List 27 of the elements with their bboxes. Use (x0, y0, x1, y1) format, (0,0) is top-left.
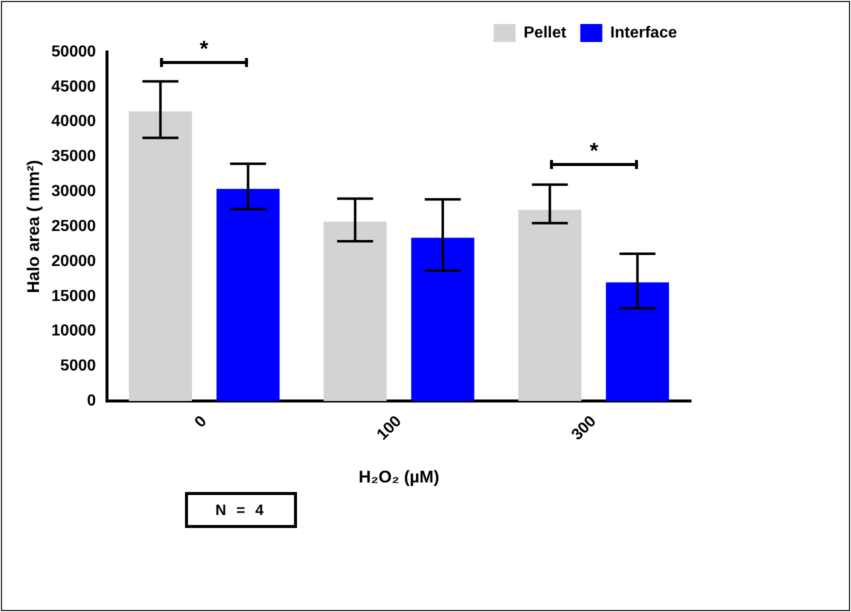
y-tick-label: 45000 (51, 78, 96, 96)
bar (128, 111, 192, 402)
y-tick-label: 25000 (51, 218, 96, 235)
y-tick-label: 30000 (51, 183, 96, 200)
bar (606, 282, 669, 402)
legend-label: Pellet (524, 24, 567, 42)
annotation: * (588, 138, 600, 164)
y-tick-label: 0 (86, 392, 96, 410)
legend-label: Interface (610, 24, 678, 42)
bar (411, 238, 474, 402)
x-axis-title: H₂O₂ (µM) (358, 467, 440, 486)
y-tick-label: 10000 (51, 322, 96, 340)
y-tick-label: 40000 (51, 113, 96, 130)
bar (324, 222, 387, 402)
bar (216, 188, 280, 402)
x-tick-label: 100 (374, 412, 405, 444)
y-tick-label: 20000 (51, 252, 96, 270)
y-tick-label: 35000 (51, 148, 96, 166)
y-tick-label: 15000 (51, 288, 96, 305)
x-tick-label: 300 (568, 412, 600, 444)
y-tick-label: 5000 (60, 358, 96, 375)
annotation: * (198, 36, 210, 62)
y-tick-label: 50000 (51, 43, 96, 60)
text: N = 4 (185, 492, 297, 528)
x-tick-label: 0 (192, 412, 210, 432)
bar (518, 210, 582, 402)
y-axis-title: Halo area ( mm²) (24, 160, 43, 294)
